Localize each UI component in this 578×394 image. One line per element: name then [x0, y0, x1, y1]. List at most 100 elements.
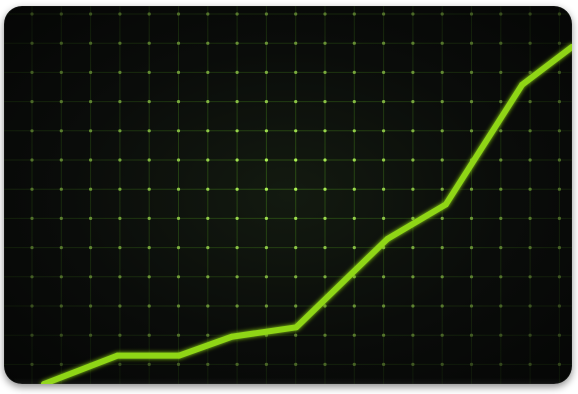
grid-dot	[30, 70, 34, 74]
grid-dot	[499, 100, 503, 104]
grid-dot	[206, 187, 210, 191]
grid-dot	[176, 275, 181, 279]
grid-dot	[89, 129, 93, 133]
grid-dot	[323, 362, 327, 366]
grid-dot	[118, 70, 122, 74]
grid-dot	[118, 100, 122, 104]
grid-dot	[557, 158, 562, 162]
grid-dot	[59, 275, 63, 279]
grid-dot	[206, 158, 210, 162]
grid-dot	[499, 41, 503, 45]
grid-dot	[382, 158, 386, 162]
grid-dot	[557, 187, 562, 191]
grid-dot	[382, 304, 386, 308]
grid-dot	[528, 246, 532, 250]
grid-dot	[89, 216, 93, 220]
grid-dot	[118, 12, 122, 16]
grid-dot	[118, 246, 122, 250]
grid-dot	[440, 41, 444, 45]
grid-dot	[176, 216, 181, 220]
grid-dot	[264, 304, 268, 308]
grid-dot	[235, 129, 239, 133]
grid-dot	[499, 275, 503, 279]
grid-dot	[557, 129, 562, 133]
grid-dot	[323, 304, 327, 308]
grid-dot	[323, 70, 327, 74]
grid-dot	[89, 275, 93, 279]
grid-dot	[294, 333, 298, 337]
grid-dot	[264, 275, 268, 279]
grid-dot	[118, 216, 122, 220]
grid-dot	[294, 158, 298, 162]
grid-dot	[147, 304, 151, 308]
grid-dot	[59, 129, 63, 133]
grid-dot	[59, 12, 63, 16]
series-layer	[41, 43, 572, 384]
grid-dot	[499, 187, 503, 191]
grid-dot	[440, 187, 444, 191]
grid-dot	[89, 12, 93, 16]
screen-reflection	[14, 378, 562, 384]
grid-dot	[352, 70, 356, 74]
grid-dot	[147, 333, 151, 337]
series-point	[569, 43, 572, 50]
grid-dot	[499, 70, 503, 74]
grid	[4, 6, 572, 384]
grid-dot	[235, 246, 239, 250]
grid-dot	[382, 275, 386, 279]
grid-dot	[176, 129, 181, 133]
grid-dot	[30, 12, 34, 16]
grid-dot	[30, 333, 34, 337]
grid-dot	[323, 41, 327, 45]
grid-dot	[440, 304, 444, 308]
grid-dot	[264, 12, 268, 16]
grid-dot	[528, 187, 532, 191]
grid-dot	[557, 362, 562, 366]
grid-dot	[264, 100, 268, 104]
grid-dot	[176, 246, 181, 250]
grid-dot	[59, 70, 63, 74]
grid-dot	[147, 41, 151, 45]
grid-dot	[235, 100, 239, 104]
grid-dot	[294, 362, 298, 366]
grid-dot	[147, 362, 151, 366]
grid-dot	[323, 100, 327, 104]
grid-dot	[294, 216, 298, 220]
grid-dot	[499, 362, 503, 366]
grid-dot	[176, 362, 181, 366]
grid-dot	[352, 216, 356, 220]
series-point	[293, 324, 300, 331]
grid-dot	[469, 275, 474, 279]
grid-dot	[528, 275, 532, 279]
grid-dot	[59, 362, 63, 366]
grid-dot	[557, 12, 562, 16]
grid-dot	[528, 41, 532, 45]
grid-dot	[176, 158, 181, 162]
grid-dot	[440, 158, 444, 162]
grid-dot	[469, 246, 474, 250]
grid-dot	[206, 129, 210, 133]
grid-dot	[469, 41, 474, 45]
grid-dot	[469, 129, 474, 133]
grid-dot	[59, 333, 63, 337]
grid-dot	[411, 216, 415, 220]
grid-dot	[382, 70, 386, 74]
grid-dot	[118, 304, 122, 308]
grid-dot	[294, 304, 298, 308]
grid-dot	[557, 333, 562, 337]
grid-dot	[235, 275, 239, 279]
grid-dot	[206, 100, 210, 104]
grid-dot	[176, 12, 181, 16]
grid-dot	[206, 12, 210, 16]
grid-dot	[206, 304, 210, 308]
grid-dot	[147, 216, 151, 220]
grid-dot	[176, 41, 181, 45]
grid-dot	[528, 333, 532, 337]
grid-dot	[235, 216, 239, 220]
grid-dot	[382, 100, 386, 104]
grid-dot	[89, 304, 93, 308]
grid-dot	[206, 275, 210, 279]
grid-dot	[499, 12, 503, 16]
grid-dot	[294, 275, 298, 279]
grid-dot	[411, 12, 415, 16]
